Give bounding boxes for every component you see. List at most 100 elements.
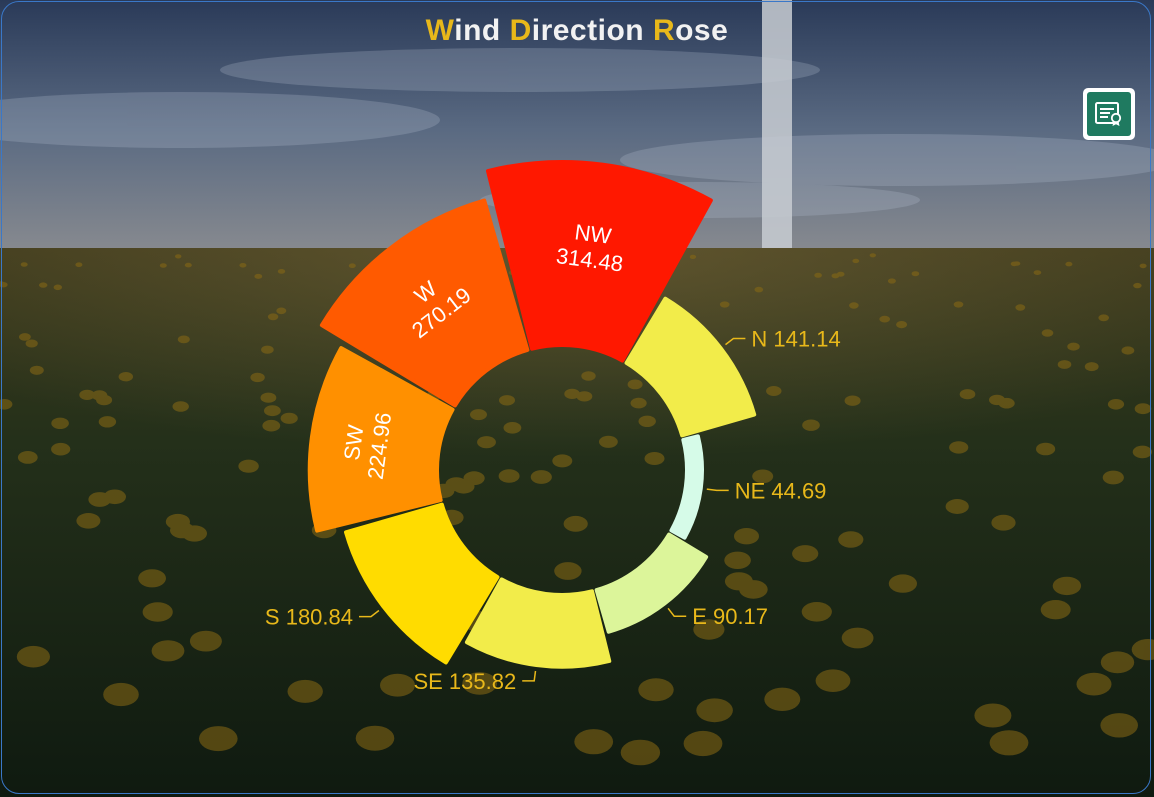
sunflower-decoration — [470, 409, 487, 421]
sunflower-decoration — [76, 513, 101, 529]
sunflower-decoration — [764, 687, 801, 711]
sunflower-decoration — [552, 454, 573, 468]
title-capital-2: R — [652, 14, 676, 47]
sunflower-decoration — [1036, 442, 1056, 456]
sunflower-decoration — [581, 371, 596, 381]
sunflower-decoration — [380, 673, 415, 697]
sunflower-decoration — [1013, 261, 1021, 266]
sunflower-decoration — [91, 390, 108, 401]
sunflower-decoration — [20, 262, 28, 267]
sunflower-decoration — [165, 513, 190, 530]
sunflower-decoration — [638, 415, 656, 427]
sunflower-decoration — [19, 333, 31, 341]
sunflower-decoration — [953, 301, 964, 308]
sunflower-decoration — [644, 452, 665, 465]
rose-sector-sw[interactable] — [307, 346, 455, 533]
sunflower-decoration — [1121, 346, 1135, 355]
sunflower-decoration — [177, 335, 190, 344]
rose-sector-s[interactable] — [344, 502, 500, 665]
sunflower-decoration — [689, 254, 697, 259]
sunflower-decoration — [189, 630, 222, 652]
sunflower-decoration — [989, 730, 1029, 756]
sunflower-decoration — [869, 253, 876, 258]
sunflower-decoration — [239, 263, 247, 268]
sunflower-decoration — [627, 379, 643, 390]
rose-sector-e[interactable] — [594, 532, 709, 634]
sunflower-decoration — [184, 262, 192, 268]
sunflower-decoration — [599, 435, 618, 448]
sunflower-decoration — [29, 365, 44, 375]
sunflower-decoration — [151, 640, 185, 662]
sunflower-decoration — [530, 470, 552, 484]
sunflower-decoration — [280, 412, 298, 424]
sector-direction-label: NW — [573, 219, 613, 249]
rose-sector-nw[interactable] — [486, 160, 713, 363]
sunflower-decoration — [348, 263, 356, 269]
sunflower-decoration — [945, 499, 969, 514]
sunflower-decoration — [911, 271, 920, 277]
sunflower-decoration — [620, 739, 661, 766]
sunflower-decoration — [841, 627, 874, 649]
sunflower-decoration — [0, 399, 13, 410]
rose-sector-ne[interactable] — [669, 434, 704, 540]
rose-sector-se[interactable] — [464, 577, 612, 669]
rose-sector-w[interactable] — [319, 198, 530, 408]
sunflower-decoration — [574, 729, 614, 755]
sunflower-decoration — [1052, 576, 1082, 596]
sunflower-decoration — [838, 531, 864, 548]
certificate-document-icon — [1095, 102, 1122, 126]
sunflower-decoration — [138, 569, 167, 588]
sunflower-decoration — [1015, 304, 1026, 311]
sunflower-decoration — [277, 269, 286, 274]
sunflower-decoration — [683, 730, 723, 757]
sunflower-decoration — [75, 262, 83, 268]
sunflower-decoration — [118, 372, 133, 382]
sunflower-decoration — [852, 258, 860, 264]
sunflower-decoration — [142, 602, 173, 622]
title-word-0: ind — [454, 14, 510, 47]
sunflower-decoration — [238, 459, 259, 473]
sunflower-decoration — [1134, 403, 1152, 415]
sunflower-decoration — [287, 679, 323, 703]
sunflower-decoration — [564, 388, 580, 399]
sunflower-decoration — [1100, 713, 1138, 738]
sunflower-decoration — [39, 282, 48, 288]
sunflower-decoration — [1067, 342, 1080, 351]
sunflower-decoration — [638, 678, 674, 702]
sunflower-decoration — [16, 645, 50, 668]
sunflower-decoration — [503, 422, 522, 434]
sunflower-decoration — [250, 372, 265, 383]
sunflower-decoration — [724, 551, 751, 569]
sunflower-decoration — [254, 273, 263, 279]
sunflower-decoration — [1076, 672, 1112, 696]
sunflower-decoration — [355, 725, 395, 751]
sunflower-decoration — [79, 389, 95, 400]
sunflower-decoration — [801, 602, 832, 622]
label-leader-line — [359, 609, 380, 618]
title-word-1: irection — [531, 14, 653, 47]
sunflower-decoration — [1100, 651, 1135, 674]
report-icon-box — [1087, 92, 1131, 136]
sunflower-decoration — [752, 469, 774, 484]
sunflower-decoration — [1133, 282, 1142, 289]
label-leader-line — [522, 670, 537, 682]
sunflower-decoration — [276, 307, 287, 315]
sunflower-decoration — [261, 345, 274, 354]
sunflower-decoration — [879, 315, 890, 323]
sunflower-decoration — [792, 545, 819, 563]
sector-label-ne: NE 44.69 — [735, 478, 827, 503]
sunflower-decoration — [1131, 639, 1154, 661]
sunflower-decoration — [260, 392, 277, 403]
sunflower-decoration — [888, 574, 918, 593]
sector-label-e: E 90.17 — [692, 604, 768, 629]
title-capital-1: D — [509, 14, 532, 47]
sunflower-decoration — [498, 469, 520, 483]
sunflower-decoration — [554, 562, 582, 580]
sunflower-decoration — [199, 726, 238, 752]
report-button[interactable] — [1083, 88, 1135, 140]
rose-sector-n[interactable] — [624, 296, 757, 438]
sunflower-decoration — [98, 416, 117, 428]
sunflower-decoration — [815, 669, 851, 692]
sunflower-decoration — [1107, 399, 1125, 410]
sunflower-decoration — [959, 389, 976, 400]
